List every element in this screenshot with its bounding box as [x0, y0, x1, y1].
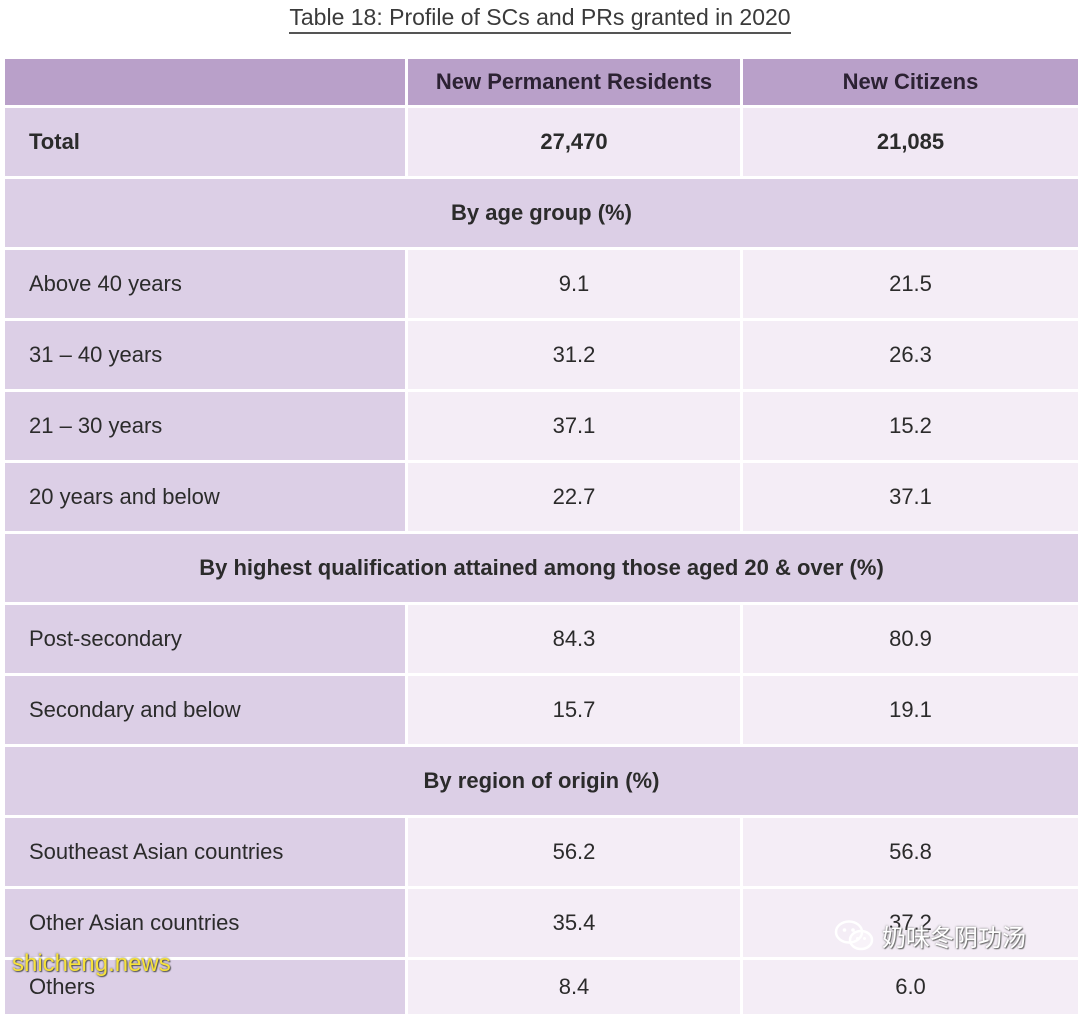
total-pr: 27,470: [405, 108, 740, 176]
row-citizens-value: 15.2: [740, 392, 1078, 460]
row-label: Post-secondary: [5, 605, 405, 673]
row-pr-value: 84.3: [405, 605, 740, 673]
row-label: Southeast Asian countries: [5, 818, 405, 886]
row-label: 20 years and below: [5, 463, 405, 531]
row-citizens-value: 37.1: [740, 463, 1078, 531]
section-heading: By region of origin (%): [5, 747, 1078, 815]
table-row: Southeast Asian countries 56.2 56.8: [5, 815, 1078, 886]
row-pr-value: 22.7: [405, 463, 740, 531]
table-row: 20 years and below 22.7 37.1: [5, 460, 1078, 531]
table-row: 21 – 30 years 37.1 15.2: [5, 389, 1078, 460]
table-title-text: Table 18: Profile of SCs and PRs granted…: [289, 4, 791, 34]
row-label: 21 – 30 years: [5, 392, 405, 460]
row-citizens-value: 19.1: [740, 676, 1078, 744]
row-label: Above 40 years: [5, 250, 405, 318]
total-row: Total 27,470 21,085: [5, 105, 1078, 176]
table-row: Other Asian countries 35.4 37.2: [5, 886, 1078, 957]
account-watermark: 奶味冬阴功汤: [834, 918, 1026, 953]
table-header-row: New Permanent Residents New Citizens: [5, 59, 1078, 105]
row-pr-value: 8.4: [405, 960, 740, 1014]
row-pr-value: 35.4: [405, 889, 740, 957]
row-pr-value: 9.1: [405, 250, 740, 318]
section-heading-region: By region of origin (%): [5, 744, 1078, 815]
section-heading-qualification: By highest qualification attained among …: [5, 531, 1078, 602]
row-label: 31 – 40 years: [5, 321, 405, 389]
table-row: Secondary and below 15.7 19.1: [5, 673, 1078, 744]
wechat-icon: [834, 919, 874, 953]
row-citizens-value: 80.9: [740, 605, 1078, 673]
total-label: Total: [5, 108, 405, 176]
total-citizens: 21,085: [740, 108, 1078, 176]
table-row: 31 – 40 years 31.2 26.3: [5, 318, 1078, 389]
row-pr-value: 37.1: [405, 392, 740, 460]
row-citizens-value: 6.0: [740, 960, 1078, 1014]
row-citizens-value: 26.3: [740, 321, 1078, 389]
row-pr-value: 56.2: [405, 818, 740, 886]
header-cell-pr: New Permanent Residents: [405, 59, 740, 105]
table-title: Table 18: Profile of SCs and PRs granted…: [0, 4, 1080, 34]
header-cell-citizens: New Citizens: [740, 59, 1078, 105]
row-label: Other Asian countries: [5, 889, 405, 957]
row-pr-value: 31.2: [405, 321, 740, 389]
table-row: Post-secondary 84.3 80.9: [5, 602, 1078, 673]
profile-table: New Permanent Residents New Citizens Tot…: [5, 59, 1078, 1014]
section-heading: By age group (%): [5, 179, 1078, 247]
row-citizens-value: 37.2: [740, 889, 1078, 957]
row-label: Secondary and below: [5, 676, 405, 744]
table-row: Above 40 years 9.1 21.5: [5, 247, 1078, 318]
header-cell-blank: [5, 59, 405, 105]
row-pr-value: 15.7: [405, 676, 740, 744]
row-citizens-value: 21.5: [740, 250, 1078, 318]
account-name: 奶味冬阴功汤: [882, 925, 1026, 952]
row-citizens-value: 56.8: [740, 818, 1078, 886]
section-heading: By highest qualification attained among …: [5, 534, 1078, 602]
section-heading-age: By age group (%): [5, 176, 1078, 247]
site-watermark: shicheng.news: [12, 950, 171, 977]
